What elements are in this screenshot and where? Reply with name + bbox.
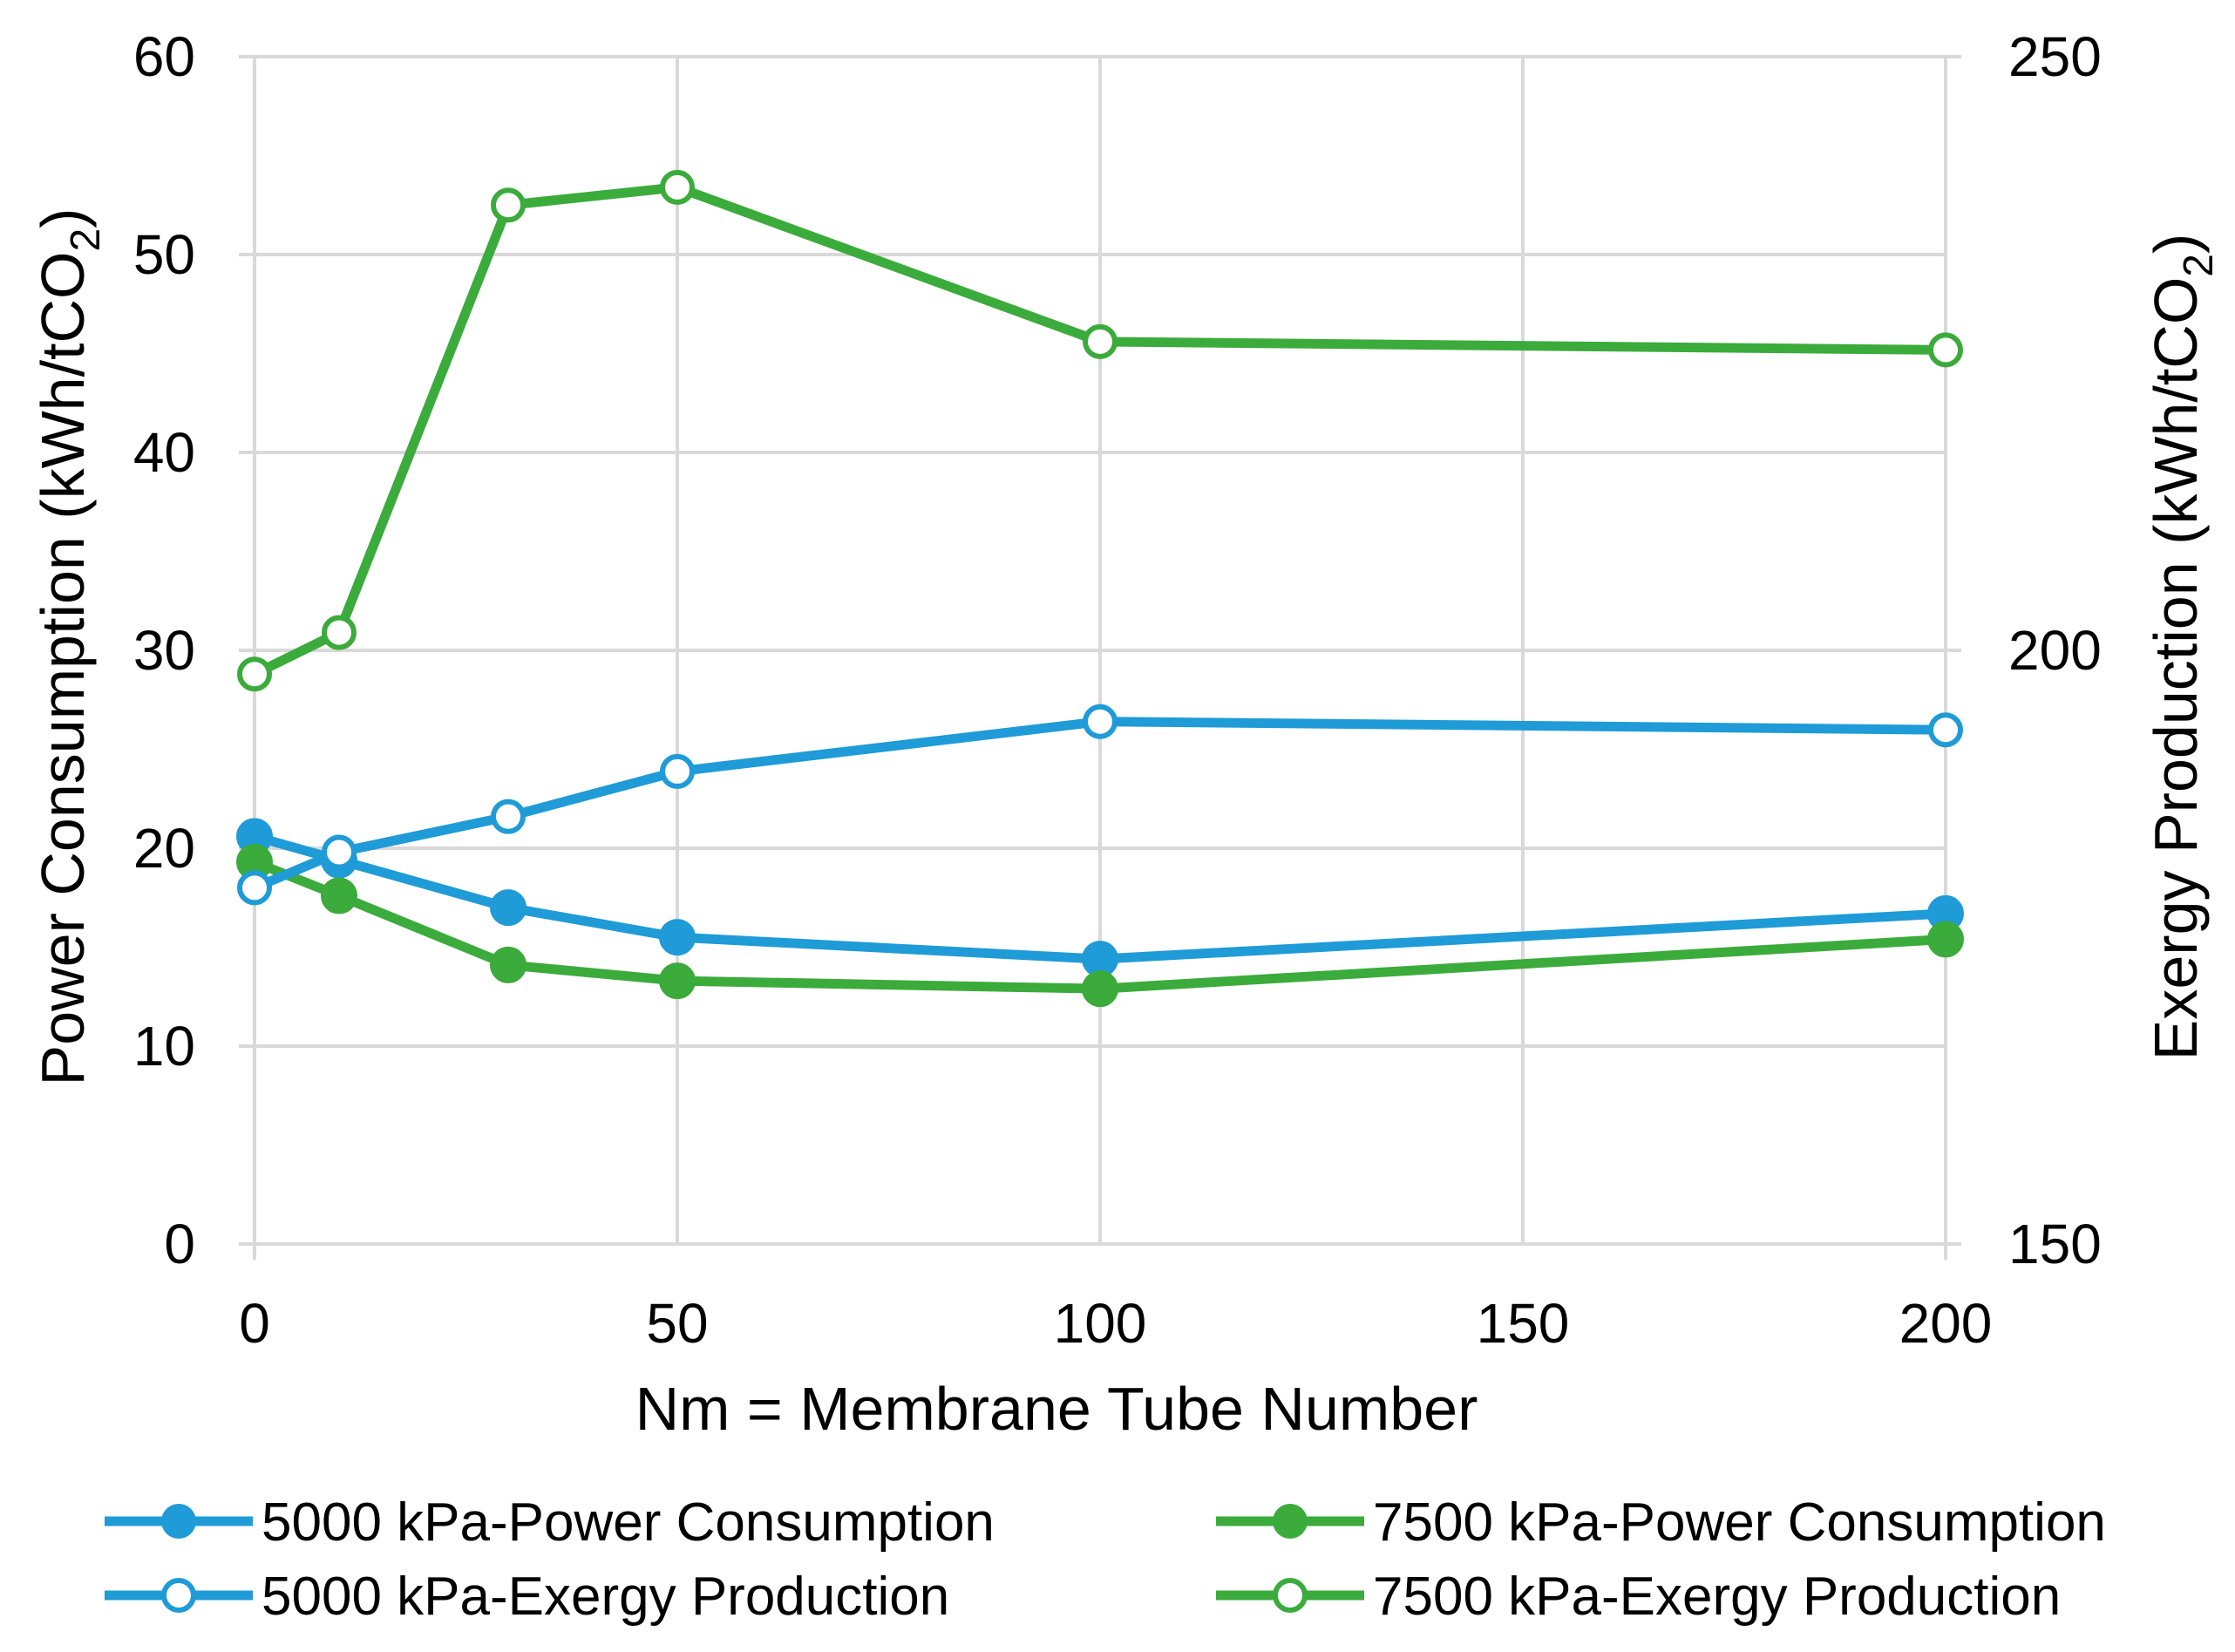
legend-item: 7500 kPa-Power Consumption: [1216, 1492, 2106, 1553]
x-tick-label: 50: [646, 1292, 708, 1355]
y-tick-label: 60: [133, 25, 195, 88]
legend-item: 5000 kPa-Exergy Production: [105, 1567, 949, 1627]
y-tick-label: 50: [133, 223, 195, 286]
legend-marker: [1273, 1578, 1308, 1613]
data-point: [237, 870, 272, 906]
data-point: [321, 877, 357, 914]
y2-axis-title: Exergy Production (kWh/tCO2): [2142, 234, 2222, 1061]
data-point: [660, 169, 695, 205]
series-2: [236, 843, 1964, 1008]
data-point: [1082, 970, 1118, 1008]
legend-item: 7500 kPa-Exergy Production: [1216, 1567, 2061, 1627]
legend: 5000 kPa-Power Consumption 7500 kPa-Power…: [105, 1492, 2106, 1627]
data-point: [660, 753, 695, 789]
data-point: [491, 187, 526, 223]
legend-label: 7500 kPa-Exergy Production: [1373, 1567, 2061, 1627]
x-tick-label: 0: [239, 1292, 270, 1355]
data-point: [490, 946, 526, 983]
data-point: [322, 615, 357, 650]
y-axis-title: Power Consumption (kWh/tCO2): [29, 208, 109, 1086]
y2-tick-label: 200: [2008, 619, 2102, 682]
y-tick-label: 20: [133, 817, 195, 880]
data-point: [322, 834, 357, 870]
legend-label: 5000 kPa-Exergy Production: [262, 1567, 949, 1627]
data-point: [1928, 332, 1963, 368]
data-point: [490, 889, 526, 927]
series-3: [237, 704, 1963, 906]
series-group: [236, 169, 1964, 1008]
series-4: [237, 169, 1963, 692]
data-point: [1083, 704, 1118, 739]
x-axis-title: Nm = Membrane Tube Number: [635, 1375, 1478, 1443]
data-point: [491, 799, 526, 834]
x-tick-label: 150: [1477, 1292, 1570, 1355]
legend-item: 5000 kPa-Power Consumption: [105, 1492, 995, 1553]
legend-label: 5000 kPa-Power Consumption: [262, 1492, 995, 1553]
data-point: [659, 962, 696, 1000]
y-tick-label: 40: [133, 421, 195, 484]
data-point: [1928, 712, 1963, 748]
y2-tick-label: 150: [2008, 1213, 2102, 1275]
y-tick-label: 10: [133, 1015, 195, 1078]
y-tick-label: 30: [133, 619, 195, 682]
data-point: [1083, 323, 1118, 359]
y-tick-label: 0: [164, 1213, 195, 1275]
legend-marker: [161, 1578, 196, 1613]
legend-marker: [161, 1504, 196, 1539]
legend-marker: [1273, 1504, 1308, 1539]
data-point: [237, 656, 272, 692]
x-tick-label: 200: [1899, 1292, 1993, 1355]
x-tick-label: 100: [1054, 1292, 1147, 1355]
data-point: [1927, 921, 1964, 958]
data-point: [659, 919, 696, 956]
y2-tick-label: 250: [2008, 25, 2102, 88]
legend-label: 7500 kPa-Power Consumption: [1373, 1492, 2106, 1553]
